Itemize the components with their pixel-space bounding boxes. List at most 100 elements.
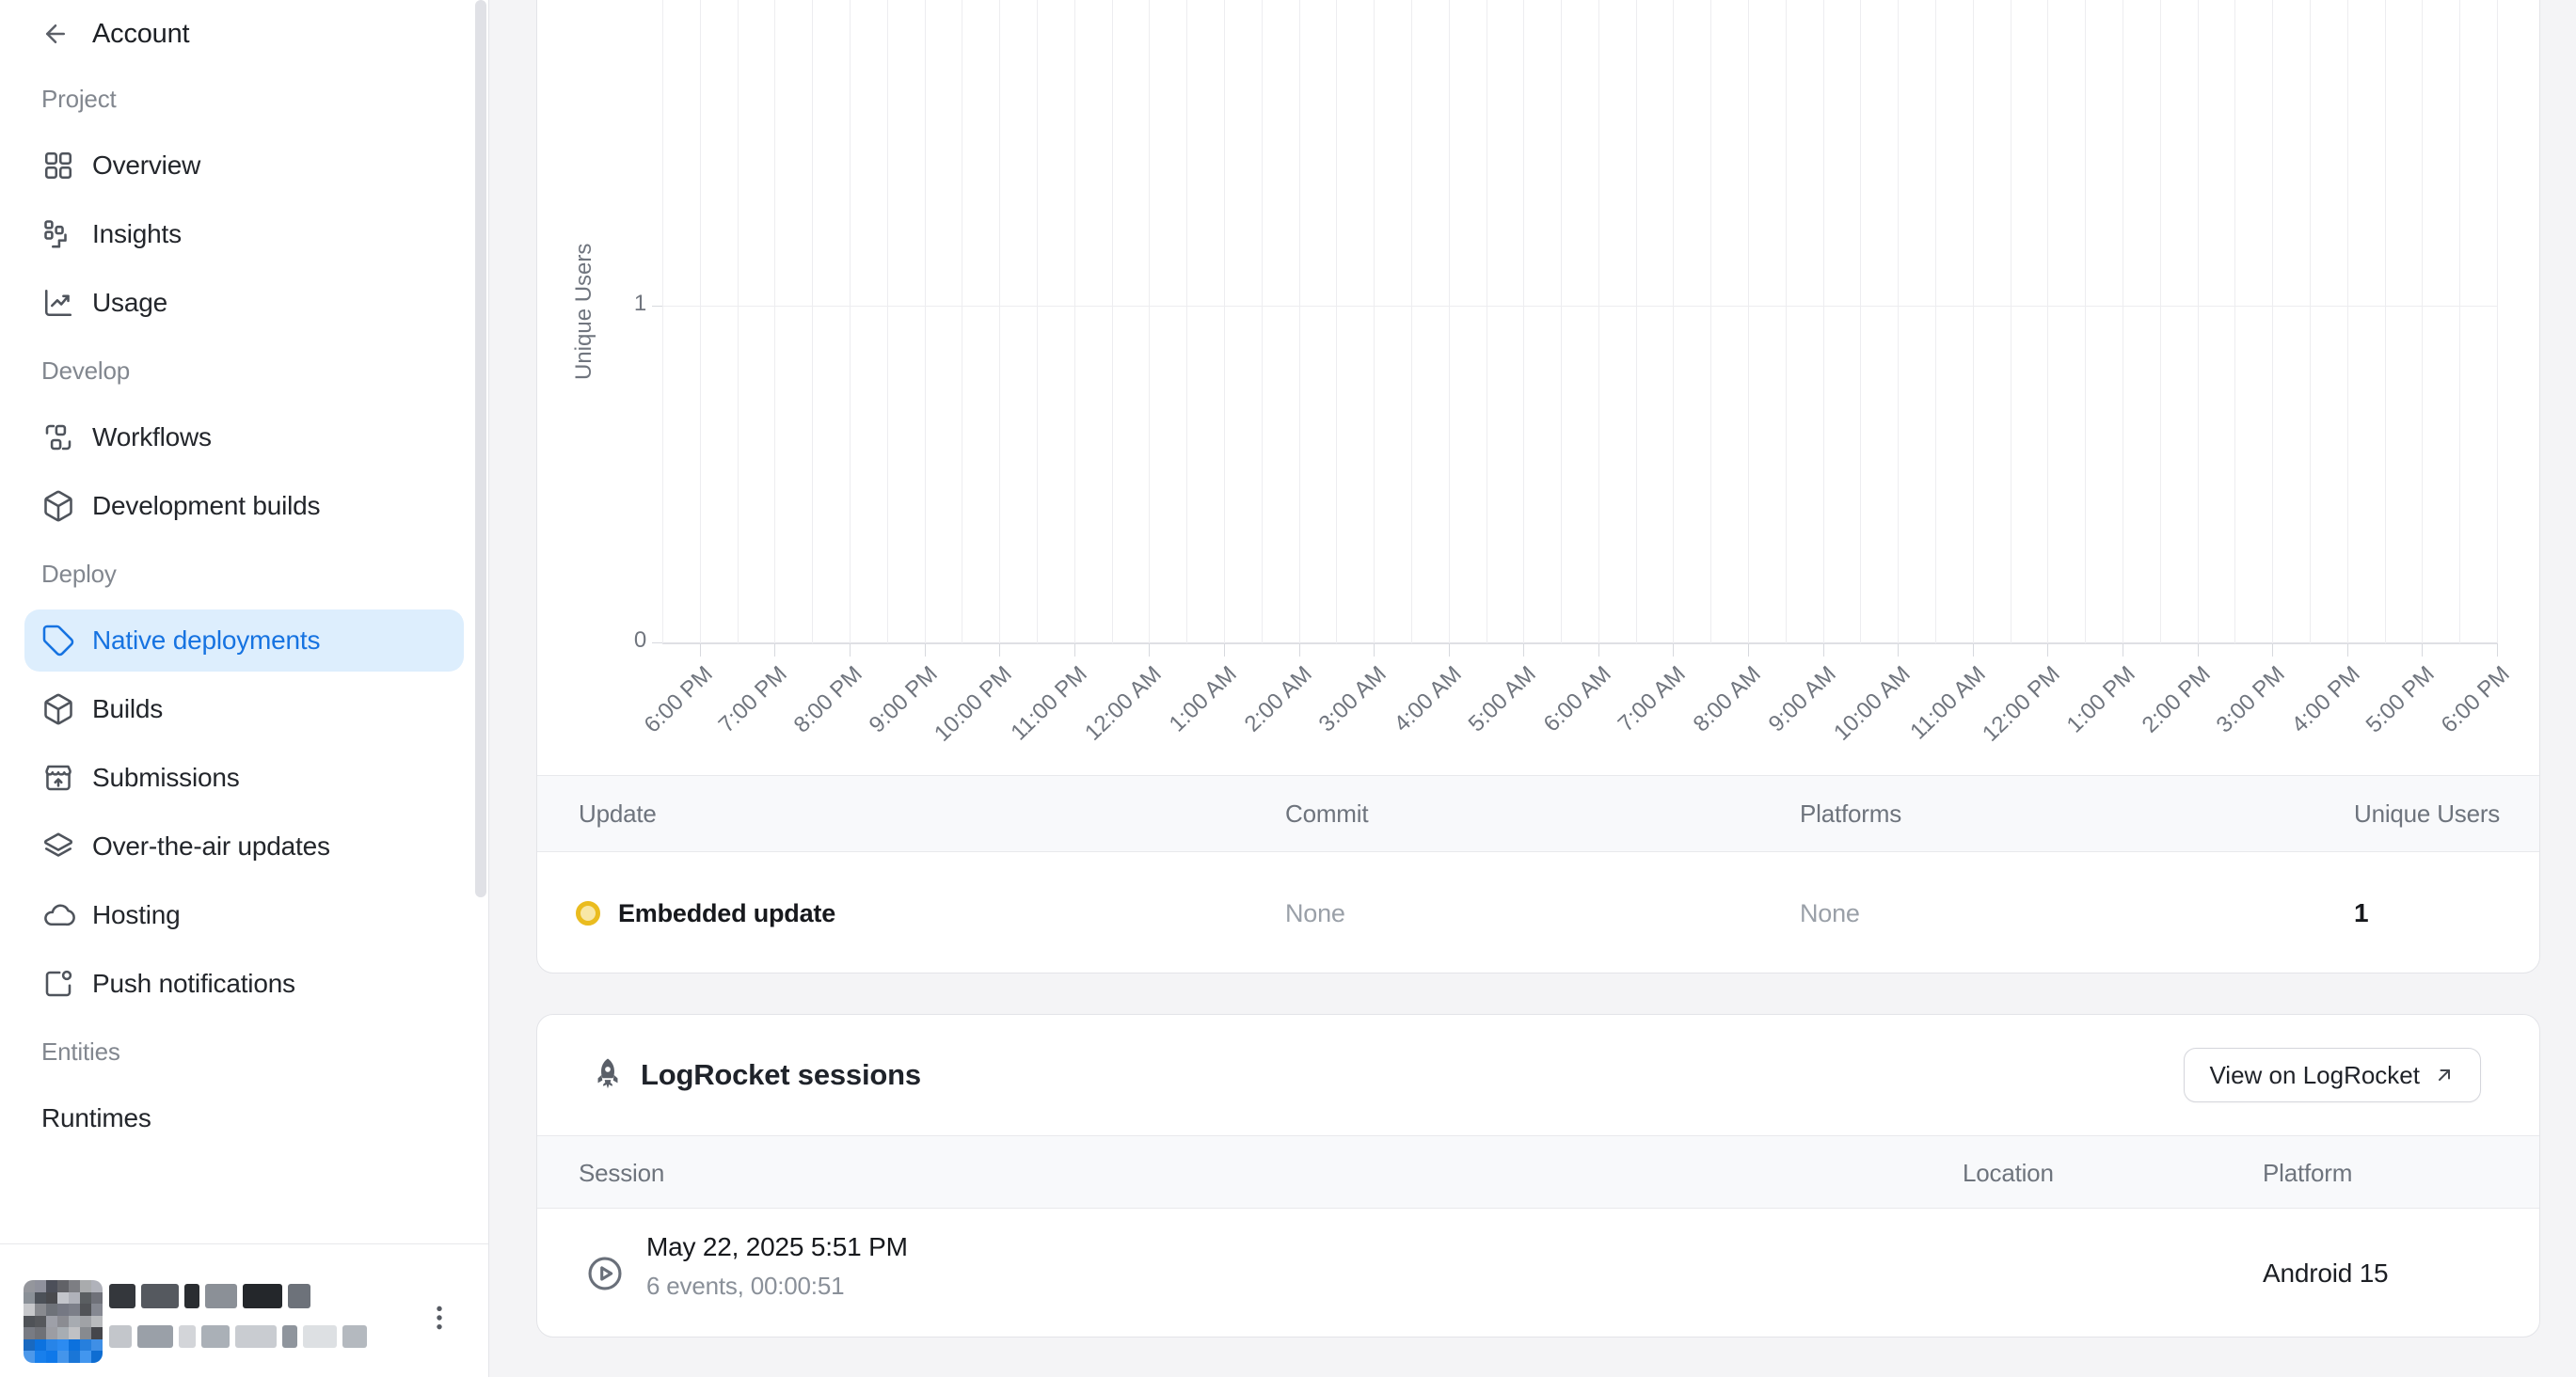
sidebar-item-submissions[interactable]: Submissions [24,747,464,809]
sidebar: Account Project Overview Insights Usage Deve… [0,0,489,1377]
gridline-vertical [1822,0,1824,643]
y-axis-label: Unique Users [571,243,596,380]
gridline-vertical [2310,0,2312,643]
sidebar-section-entities: Entities [41,1037,120,1066]
x-tick-label: 12:00 PM [1978,661,2066,747]
x-tick-label: 10:00 PM [930,661,1017,747]
sidebar-item-development-builds[interactable]: Development builds [24,475,464,537]
sidebar-item-label: Over-the-air updates [92,831,330,861]
x-tick-label: 11:00 PM [1006,661,1092,746]
gridline-vertical [1261,0,1263,643]
gridline-vertical [1111,0,1113,643]
gridline-vertical [2384,0,2386,643]
gridline-vertical [2422,0,2424,643]
gridline-vertical [2234,0,2236,643]
x-tick-label: 6:00 PM [2436,661,2515,738]
sidebar-item-insights[interactable]: Insights [24,203,464,265]
x-tick-label: 4:00 PM [2286,661,2365,738]
submissions-store-icon [41,761,75,795]
sidebar-item-workflows[interactable]: Workflows [24,406,464,468]
gridline-vertical [699,0,701,643]
gridline-vertical [2459,0,2461,643]
x-axis-tick [2497,643,2498,657]
sidebar-item-label: Usage [92,288,167,317]
play-session-icon [584,1253,626,1294]
sidebar-section-project: Project [41,84,117,113]
x-tick-label: 2:00 AM [1239,661,1317,737]
update-commit: None [1285,899,1345,927]
gridline-vertical [1149,0,1151,643]
gridline-vertical [2010,0,2012,643]
unique-users-chart: 1 0 6:00 PM 7:00 PM 8:00 PM 9:00 PM 10:00 PM… [634,0,2515,747]
x-tick-label: 11:00 AM [1905,661,1991,745]
sidebar-item-overview[interactable]: Overview [24,135,464,197]
x-axis-tick [1073,643,1075,657]
gridline-vertical [999,0,1001,643]
y-tick-0 [652,642,662,643]
sidebar-item-runtimes[interactable]: Runtimes [24,1087,464,1149]
view-on-logrocket-button[interactable]: View on LogRocket [2184,1048,2481,1102]
embedded-update-status-icon [576,901,600,926]
sidebar-section-deploy: Deploy [41,559,117,588]
rocket-icon [590,1056,626,1094]
external-link-arrow-icon [2439,1069,2450,1081]
gridline-vertical [1898,0,1900,643]
user-menu-kebab-button[interactable] [417,1290,462,1346]
sidebar-item-native-deployments[interactable]: Native deployments [24,609,464,672]
x-tick-label: 5:00 PM [2361,661,2441,738]
usage-chart-icon [41,286,75,320]
sidebar-item-push-notifications[interactable]: Push notifications [24,953,464,1015]
x-axis-tick [1298,643,1300,657]
sidebar-scrollbar-thumb[interactable] [475,0,486,897]
update-unique-users: 1 [2354,898,2369,927]
deployment-insights-card: 1 0 6:00 PM 7:00 PM 8:00 PM 9:00 PM 10:00 PM… [536,0,2540,973]
sidebar-item-hosting[interactable]: Hosting [24,884,464,946]
push-notifications-icon [41,967,75,1001]
x-tick-label: 12:00 AM [1080,661,1168,746]
session-table-row[interactable]: May 22, 2025 5:51 PM 6 events, 00:00:51 … [537,1210,2539,1337]
col-header-unique-users: Unique Users [2354,799,2501,828]
col-header-session: Session [579,1159,665,1187]
sidebar-item-over-the-air-updates[interactable]: Over-the-air updates [24,815,464,878]
x-axis-tick [1822,643,1824,657]
x-tick-label: 2:00 PM [2137,661,2216,738]
hosting-cloud-icon [41,898,75,932]
workflows-icon [41,420,75,454]
sidebar-item-label: Native deployments [92,625,321,655]
gridline-vertical [2272,0,2274,643]
x-tick-label: 1:00 PM [2061,661,2140,738]
back-to-account-button[interactable]: Account [0,6,488,62]
x-axis-tick [1149,643,1151,657]
sidebar-item-usage[interactable]: Usage [24,272,464,334]
x-tick-label: 7:00 PM [714,661,793,738]
x-tick-label: 1:00 AM [1164,661,1242,737]
update-table-row[interactable]: Embedded update None None 1 [537,853,2539,973]
gridline-vertical [2197,0,2199,643]
gridline-vertical [774,0,776,643]
x-tick-label: 5:00 AM [1463,661,1542,737]
session-details: 6 events, 00:00:51 [646,1272,845,1300]
x-tick-label: 7:00 AM [1614,661,1692,737]
sidebar-item-builds[interactable]: Builds [24,678,464,740]
gridline-vertical [1374,0,1375,643]
gridline-vertical [1410,0,1412,643]
x-axis-tick [1374,643,1375,657]
x-tick-label: 6:00 AM [1538,661,1616,737]
ota-layers-icon [41,830,75,863]
session-timestamp: May 22, 2025 5:51 PM [646,1232,908,1261]
gridline-vertical [1186,0,1188,643]
sidebar-item-label: Overview [92,150,201,180]
x-axis-tick [2346,643,2348,657]
gridline-vertical [1523,0,1525,643]
user-account-row[interactable] [0,1243,488,1377]
x-tick-label: 8:00 PM [788,661,867,738]
gridline-vertical [812,0,814,643]
overview-grid-icon [41,149,75,182]
updates-table-header: Update Commit Platforms Unique Users [537,776,2539,852]
gridline-vertical [662,0,663,643]
user-name-redacted [109,1284,310,1308]
x-axis-tick [1223,643,1225,657]
col-header-platforms: Platforms [1800,799,1902,828]
gridline-vertical [1223,0,1225,643]
sidebar-item-label: Insights [92,219,182,248]
